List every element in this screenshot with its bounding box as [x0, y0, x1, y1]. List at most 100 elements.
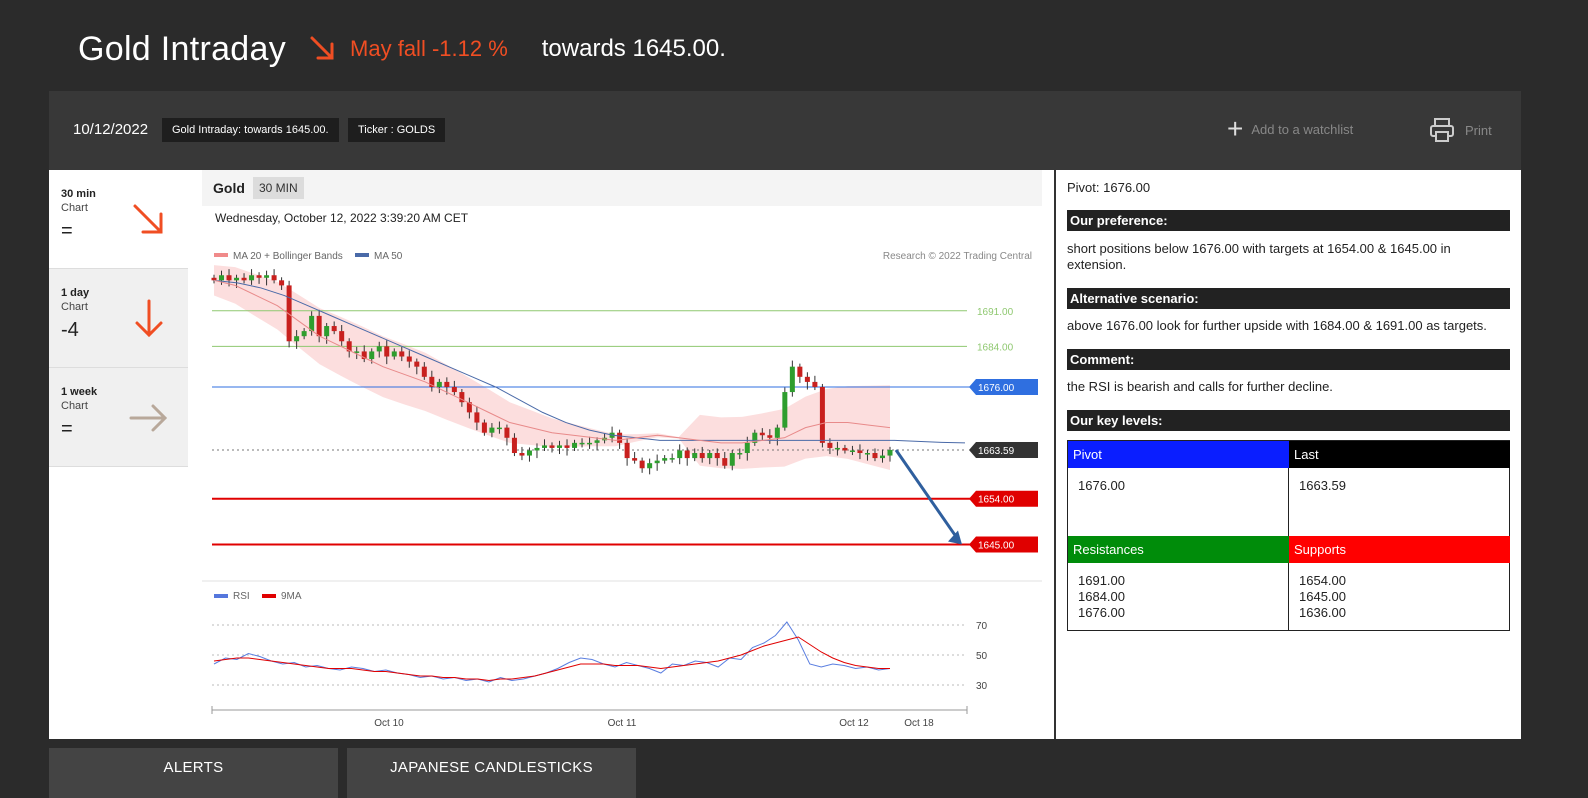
candle-body	[557, 445, 563, 448]
analysis-text-panel: Pivot: 1676.00 Our preference: short pos…	[1066, 170, 1510, 739]
candle-body	[639, 460, 645, 469]
ticker-tag: Ticker : GOLDS	[348, 118, 446, 142]
arrow-down-right-icon	[310, 36, 334, 60]
candle-body	[256, 275, 262, 278]
candle-body	[331, 326, 337, 332]
candle-body	[879, 455, 885, 459]
candle-body	[699, 453, 705, 459]
candle-body	[451, 386, 457, 393]
projection-arrow	[894, 449, 960, 541]
timeframe-30min[interactable]: 30 min Chart =	[49, 170, 188, 269]
candle-body	[677, 450, 683, 459]
ma50-line	[213, 279, 966, 444]
candle-body	[819, 386, 825, 443]
candle-body	[219, 275, 225, 281]
level-label: 1645.00	[978, 540, 1015, 551]
candle-body	[812, 381, 818, 387]
candle-body	[526, 450, 532, 456]
legend-ma20: MA 20 + Bollinger Bands	[233, 251, 343, 262]
add-watchlist-button[interactable]: + Add to a watchlist	[1227, 115, 1353, 143]
candle-body	[346, 341, 352, 352]
tab-alerts[interactable]: ALERTS	[49, 748, 338, 798]
timeframe-label: 30 min	[61, 188, 96, 200]
ma20-line	[213, 279, 891, 444]
pivot-header: Pivot	[1068, 441, 1289, 468]
level-tag	[969, 490, 1038, 507]
candle-body	[789, 366, 795, 393]
candle-body	[421, 366, 427, 377]
legend-swatch	[214, 594, 228, 598]
rsi-ma-legend: 9MA	[281, 591, 302, 602]
key-levels-table: Pivot Last 1676.00 1663.59 Resistances S…	[1067, 440, 1510, 631]
panel-divider	[1054, 170, 1056, 739]
chart-datetime: Wednesday, October 12, 2022 3:39:20 AM C…	[215, 211, 469, 225]
candle-body	[399, 351, 405, 357]
candle-body	[722, 458, 728, 466]
candle-body	[444, 381, 450, 387]
candle-body	[234, 277, 240, 281]
candle-body	[241, 277, 247, 281]
bollinger-band	[214, 265, 890, 471]
candle-body	[301, 331, 307, 337]
rsi-tick: 50	[976, 651, 988, 662]
candle-body	[692, 453, 698, 459]
chart-symbol: Gold	[213, 180, 245, 196]
chart-label: Chart	[61, 202, 88, 214]
level-label: 1691.00	[977, 307, 1014, 318]
rsi-ma-line	[213, 636, 890, 682]
candle-body	[887, 449, 893, 456]
level-tag	[969, 536, 1038, 553]
print-button[interactable]: Print	[1429, 117, 1492, 143]
candle-body	[414, 361, 420, 367]
candle-body	[579, 442, 585, 445]
key-levels-heading: Our key levels:	[1067, 410, 1510, 431]
candle-body	[511, 437, 517, 454]
trend-text: May fall -1.12 %	[350, 36, 508, 61]
candle-body	[782, 392, 788, 428]
candle-body	[504, 427, 510, 438]
tab-japanese-candlesticks[interactable]: JAPANESE CANDLESTICKS	[347, 748, 636, 798]
level-label: 1676.00	[978, 383, 1015, 394]
arrow-down-right-icon	[133, 204, 163, 234]
candle-body	[264, 275, 270, 278]
candle-body	[429, 376, 435, 387]
candle-body	[684, 450, 690, 459]
timeframe-label: 1 day	[61, 287, 90, 299]
chart-timeframe[interactable]: 30 MIN	[253, 177, 304, 199]
price-chart[interactable]: 1691.00 1684.00 1676.00 1663.59 1654.00 1645.…	[202, 170, 1042, 739]
timeframe-1week[interactable]: 1 week Chart =	[49, 368, 188, 467]
candle-body	[481, 422, 487, 433]
target-text: towards 1645.00.	[541, 35, 726, 62]
candle-body	[211, 277, 217, 281]
candle-body	[594, 440, 600, 443]
panel-toolbar: 10/12/2022 Gold Intraday: towards 1645.0…	[49, 91, 1521, 170]
legend-swatch	[355, 253, 369, 257]
candle-body	[489, 427, 495, 433]
preference-text: short positions below 1676.00 with targe…	[1067, 241, 1451, 272]
candle-body	[354, 351, 360, 353]
alternative-heading: Alternative scenario:	[1067, 288, 1510, 309]
resistances-values: 1691.00 1684.00 1676.00	[1068, 563, 1289, 630]
timeframe-1day[interactable]: 1 day Chart -4	[49, 269, 188, 368]
candle-body	[797, 366, 803, 377]
level-label: 1654.00	[978, 495, 1015, 506]
candle-body	[391, 351, 397, 357]
level-tag	[969, 442, 1038, 459]
candle-body	[767, 435, 773, 438]
supports-header: Supports	[1289, 536, 1510, 563]
candle-body	[564, 445, 570, 448]
candle-body	[774, 427, 780, 438]
candle-body	[587, 442, 593, 445]
arrow-down-icon	[135, 299, 163, 338]
candle-body	[294, 336, 300, 342]
legend-swatch	[262, 594, 276, 598]
rsi-tick: 30	[976, 681, 988, 692]
candle-body	[534, 447, 540, 451]
level-tag	[969, 378, 1038, 395]
x-tick-label: Oct 18	[904, 718, 934, 729]
pivot-value: 1676.00	[1068, 468, 1289, 536]
legend-swatch	[214, 253, 228, 257]
candle-body	[729, 453, 735, 466]
candle-body	[361, 351, 367, 360]
alternative-text: above 1676.00 look for further upside wi…	[1067, 318, 1487, 333]
